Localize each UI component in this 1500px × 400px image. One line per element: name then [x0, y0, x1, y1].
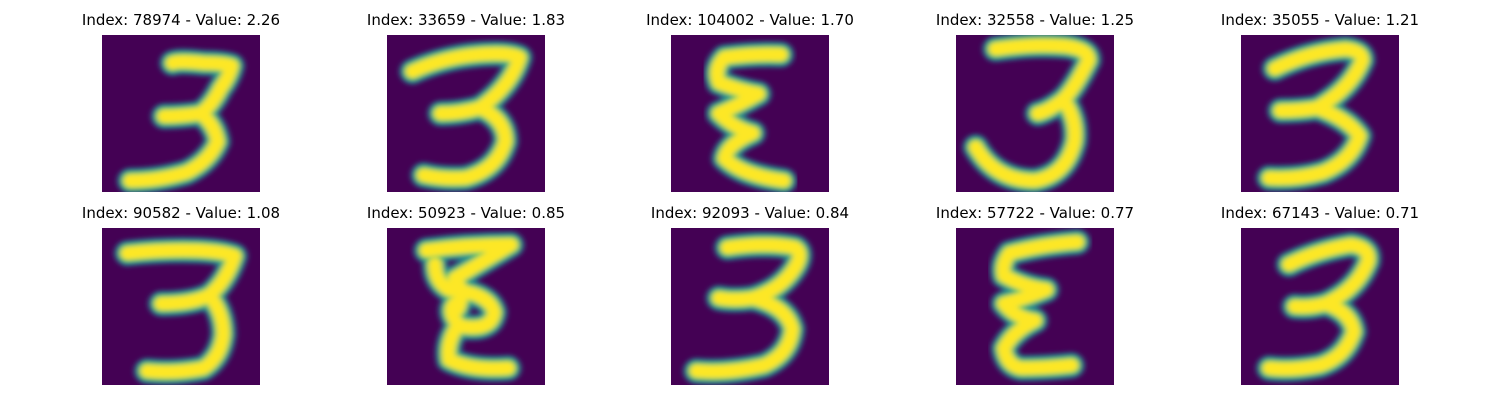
digit-image	[671, 228, 829, 385]
digit-image	[1241, 35, 1399, 192]
digit-image	[102, 228, 260, 385]
digit-stroke-group	[962, 35, 1102, 192]
panel-title: Index: 50923 - Value: 0.85	[366, 204, 566, 222]
digit-image	[671, 35, 829, 192]
digit-stroke	[1262, 42, 1369, 185]
panel-title: Index: 35055 - Value: 1.21	[1220, 11, 1420, 29]
panel-title: Index: 57722 - Value: 0.77	[935, 204, 1135, 222]
panel-title: Index: 67143 - Value: 0.71	[1220, 204, 1420, 222]
digit-stroke	[405, 47, 527, 185]
digit-stroke-group	[704, 41, 797, 192]
digit-stroke-group	[117, 48, 245, 192]
panel-title: Index: 33659 - Value: 1.83	[366, 11, 566, 29]
digit-image	[1241, 228, 1399, 385]
digit-stroke-group	[413, 231, 525, 382]
digit-image	[387, 228, 545, 385]
digit-stroke-group	[683, 231, 813, 385]
digit-stroke	[996, 235, 1084, 375]
digit-image	[956, 228, 1114, 385]
panel-title: Index: 90582 - Value: 1.08	[81, 204, 281, 222]
digit-stroke-group	[990, 229, 1091, 382]
digit-stroke-group	[1256, 36, 1376, 192]
digit-stroke-group	[114, 237, 248, 385]
digit-stroke-group	[1256, 231, 1382, 382]
digit-stroke	[689, 238, 806, 379]
panel-title: Index: 104002 - Value: 1.70	[646, 11, 854, 29]
digit-stroke	[969, 38, 1096, 188]
panel-title: Index: 78974 - Value: 2.26	[81, 11, 281, 29]
digit-stroke-group	[399, 40, 533, 192]
digit-image	[102, 35, 260, 192]
digit-stroke	[710, 47, 791, 188]
digit-stroke	[123, 55, 239, 188]
digit-stroke	[420, 238, 518, 376]
digit-image	[387, 35, 545, 192]
digit-image	[956, 35, 1114, 192]
panel-title: Index: 92093 - Value: 0.84	[650, 204, 850, 222]
digit-stroke	[1262, 238, 1375, 376]
digit-stroke	[120, 243, 242, 379]
panel-title: Index: 32558 - Value: 1.25	[935, 11, 1135, 29]
